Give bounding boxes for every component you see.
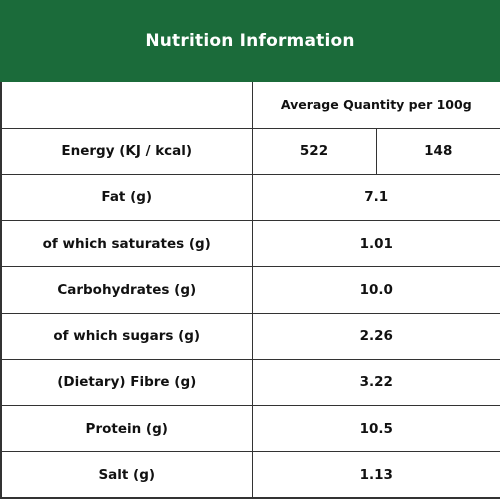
table-row-sugars: of which sugars (g) 2.26	[0, 312, 500, 360]
energy-row: Energy (KJ / kcal) 522 148	[0, 127, 500, 175]
nutrition-table: Average Quantity per 100g Energy (KJ / k…	[0, 82, 500, 500]
row-label: Salt (g)	[0, 451, 253, 500]
table-row-salt: Salt (g) 1.13	[0, 451, 500, 500]
nutrition-title: Nutrition Information	[145, 31, 355, 51]
row-label: Protein (g)	[0, 404, 253, 453]
energy-kcal-value: 148	[375, 127, 500, 175]
header-empty-cell	[0, 82, 253, 129]
table-row-carbohydrates: Carbohydrates (g) 10.0	[0, 266, 500, 314]
row-value: 1.01	[251, 219, 500, 268]
average-quantity-header: Average Quantity per 100g	[251, 82, 500, 129]
row-label: of which saturates (g)	[0, 219, 253, 268]
row-value: 10.5	[251, 404, 500, 453]
table-row-fat: Fat (g) 7.1	[0, 173, 500, 222]
row-label: Fat (g)	[0, 173, 253, 222]
row-value: 1.13	[251, 451, 500, 500]
energy-label: Energy (KJ / kcal)	[0, 127, 253, 175]
row-value: 2.26	[251, 312, 500, 360]
row-value: 10.0	[251, 266, 500, 314]
row-value: 3.22	[251, 358, 500, 407]
row-value: 7.1	[251, 173, 500, 222]
table-row-protein: Protein (g) 10.5	[0, 404, 500, 453]
table-row-fibre: (Dietary) Fibre (g) 3.22	[0, 358, 500, 407]
table-header-row: Average Quantity per 100g	[0, 82, 500, 129]
row-label: Carbohydrates (g)	[0, 266, 253, 314]
table-row-saturates: of which saturates (g) 1.01	[0, 219, 500, 268]
row-label: of which sugars (g)	[0, 312, 253, 360]
row-label: (Dietary) Fibre (g)	[0, 358, 253, 407]
nutrition-header: Nutrition Information	[0, 0, 500, 82]
energy-kj-value: 522	[251, 127, 377, 175]
